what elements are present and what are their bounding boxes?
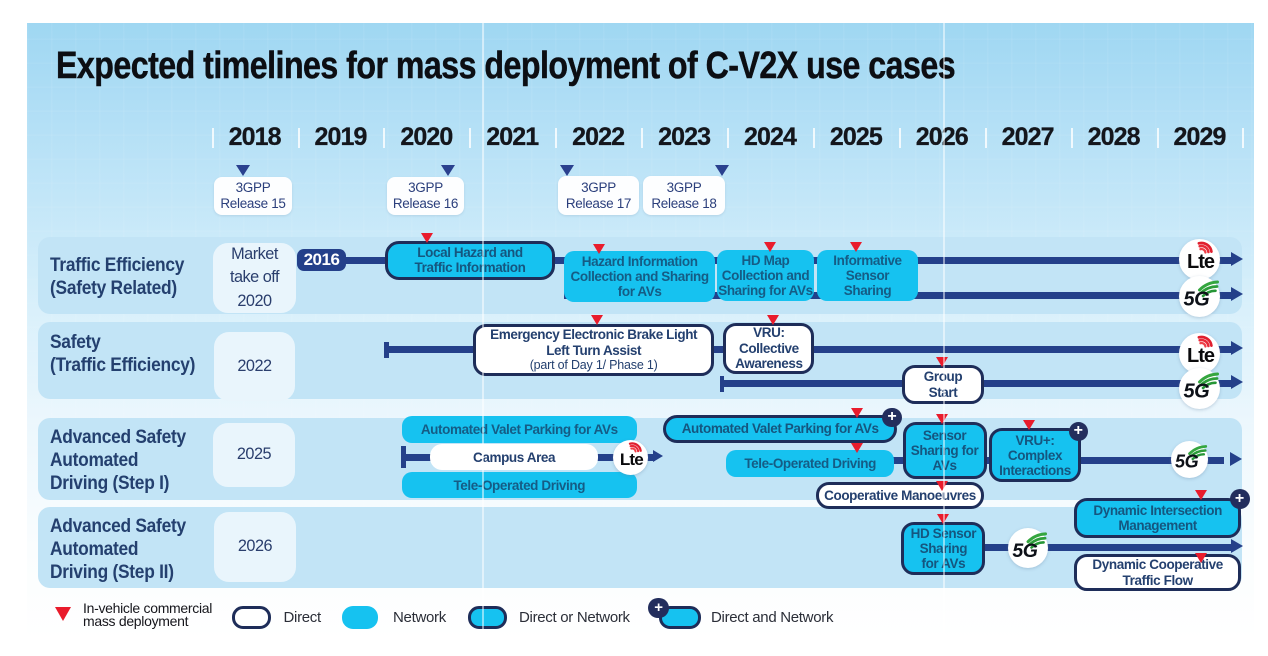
svg-text:5G: 5G bbox=[1175, 452, 1199, 472]
svg-text:5G: 5G bbox=[1183, 381, 1209, 403]
svg-text:5G: 5G bbox=[1012, 540, 1037, 562]
svg-text:Lte: Lte bbox=[1187, 345, 1215, 367]
svg-text:5G: 5G bbox=[1183, 288, 1209, 310]
svg-text:Lte: Lte bbox=[1187, 251, 1215, 273]
svg-text:Lte: Lte bbox=[620, 449, 643, 468]
